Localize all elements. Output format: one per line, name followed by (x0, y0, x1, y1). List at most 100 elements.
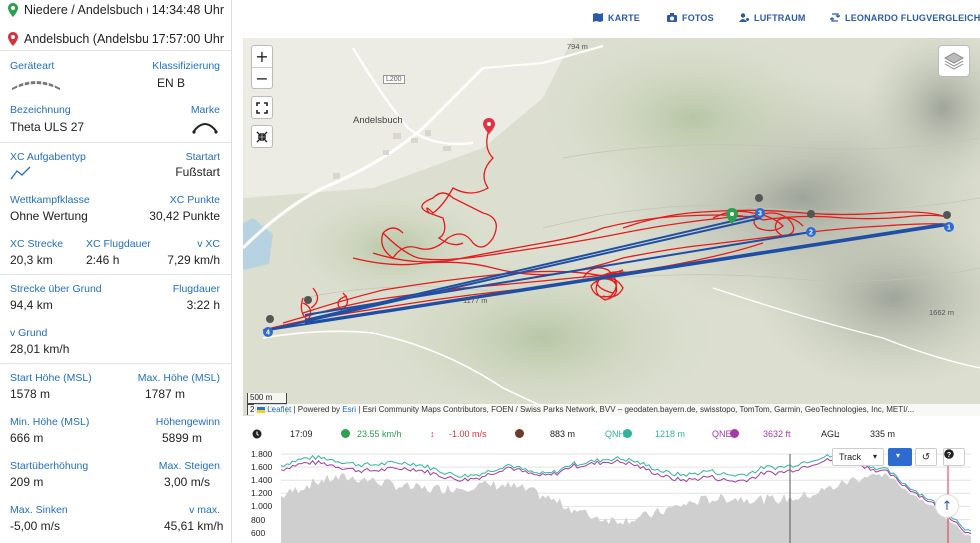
place-label-andelsbuch: Andelsbuch (353, 115, 403, 126)
spot-height-1662: 1662 m (929, 308, 955, 317)
tab-luftraum-label: LUFTRAUM (754, 13, 806, 23)
y-tick-label: 600 (251, 527, 266, 538)
clock-icon (252, 429, 262, 441)
aufgabentyp-label: XC Aufgabentyp (10, 151, 86, 163)
startart-label: Startart (185, 151, 220, 163)
xc-punkte-value: 30,42 Punkte (149, 209, 220, 223)
help-button[interactable]: ? (943, 448, 965, 466)
landing-time: 17:57:00 Uhr (151, 32, 224, 46)
flight-track-overlay: 1 2 3 4 (262, 118, 954, 337)
collapse-icon (252, 126, 272, 147)
agl-icon: ↕ (836, 429, 841, 439)
compare-icon (830, 13, 840, 22)
track-select[interactable]: Track ▾ (832, 448, 884, 466)
scroll-top-button[interactable]: ↑ (935, 494, 959, 518)
gps-track (262, 129, 949, 331)
track-dropdown-button[interactable]: ▾ (888, 448, 912, 466)
turnpoint-3[interactable] (755, 208, 765, 218)
flugdauer-value: 3:22 h (186, 298, 220, 312)
turnpoint-3-label: 3 (758, 211, 762, 218)
status-time: 17:09 (290, 429, 313, 439)
qne-value: 3632 ft (763, 429, 791, 439)
tab-fotos-label: FOTOS (682, 13, 714, 23)
xc-flugdauer-value: 2:46 h (86, 253, 120, 267)
min-hoehe-label: Min. Höhe (MSL) (10, 416, 90, 428)
leaflet-link[interactable]: Leaflet (267, 405, 292, 414)
tab-fotos[interactable]: FOTOS (667, 13, 714, 23)
xc-punkte-label: XC Punkte (169, 194, 220, 206)
altitude-icon (515, 429, 524, 439)
spot-height-794: 794 m (567, 42, 588, 51)
xc-strecke-label: XC Strecke (10, 238, 64, 250)
flight-map[interactable]: 1 2 3 4 Andelsbuch L200 794 m 1177 m 166 (243, 38, 980, 416)
altitude-profile-chart[interactable]: 1.800 1.600 1.400 1.200 1.000 800 600 Track ▾ … (243, 448, 980, 543)
vario-icon: ↕ (430, 429, 435, 439)
reset-zoom-button[interactable]: ↺ (915, 448, 937, 466)
status-altitude: 883 m (550, 429, 576, 439)
xc-strecke-value: 20,3 km (10, 253, 53, 267)
hoehengewinn-label: Höhengewinn (155, 416, 220, 428)
caret-down-icon: ▾ (896, 451, 901, 460)
thermal-markers (266, 194, 951, 323)
tab-leonardo[interactable]: LEONARDO FLUGVERGLEICH (830, 13, 980, 23)
zoom-out-button[interactable]: − (255, 69, 269, 88)
startueberhoehung-value: 209 m (10, 475, 44, 489)
takeoff-marker-icon[interactable] (726, 208, 738, 224)
attr-powered: | Powered by (293, 405, 341, 414)
y-tick-label: 1.800 (251, 449, 273, 459)
zoom-in-button[interactable]: + (255, 47, 269, 66)
vmax-label: v max. (189, 504, 220, 516)
landing-marker-icon[interactable] (483, 118, 495, 134)
svg-text:?: ? (947, 452, 951, 459)
max-sinken-value: -5,00 m/s (10, 519, 61, 533)
wettkampf-label: Wettkampfklasse (10, 194, 90, 206)
ground-section: Strecke über Grund 94,4 km Flugdauer 3:2… (0, 274, 231, 363)
xc-task-lines (267, 213, 949, 331)
turnpoint-1[interactable] (944, 222, 954, 232)
max-steigen-label: Max. Steigen (158, 460, 220, 472)
klassifizierung-value: EN B (157, 76, 186, 90)
track-status-bar: 17:09 23.55 km/h ↕ -1.00 m/s 883 m QNH 1… (243, 424, 980, 444)
v-xc-label: v XC (197, 238, 220, 250)
view-tabs: KARTE FOTOS LUFTRAUM LEONARDO FLUGVERGLE… (232, 0, 980, 38)
zoom-control: + − (251, 45, 273, 89)
turnpoint-2[interactable] (806, 227, 816, 237)
landing-waypoint[interactable]: Andelsbuch (Andelsbuch... 17:57:00 Uhr (8, 29, 224, 49)
status-vario: -1.00 m/s (449, 429, 487, 439)
layers-button[interactable] (938, 45, 970, 77)
scale-metric: 500 m (247, 393, 287, 404)
hoehengewinn-value: 5899 m (162, 431, 203, 445)
bezeichnung-value: Theta ULS 27 (10, 120, 85, 134)
map-icon (593, 13, 603, 22)
turnpoint-1-label: 1 (947, 225, 951, 232)
turnpoint-4-label: 4 (266, 330, 270, 337)
arrow-up-icon: ↑ (941, 498, 953, 514)
startueberhoehung-label: Startüberhöhung (10, 460, 89, 472)
y-tick-label: 1.600 (251, 462, 273, 473)
tab-karte[interactable]: KARTE (593, 13, 640, 23)
fullscreen-button[interactable] (251, 96, 273, 119)
tab-luftraum[interactable]: LUFTRAUM (739, 13, 806, 23)
y-tick-label: 1.000 (251, 501, 273, 512)
undo-icon: ↺ (921, 451, 931, 463)
altitude-section: Start Höhe (MSL) 1578 m Max. Höhe (MSL) … (0, 363, 231, 543)
turnpoint-4[interactable] (263, 327, 273, 337)
wettkampf-value: Ohne Wertung (10, 209, 88, 223)
y-tick-label: 800 (251, 514, 266, 525)
fullscreen-icon (252, 97, 272, 118)
start-hoehe-value: 1578 m (10, 387, 51, 401)
vmax-value: 45,61 km/h (164, 519, 224, 533)
speed-icon (341, 429, 350, 439)
takeoff-waypoint[interactable]: Niedere / Andelsbuch (V... 14:34:48 Uhr (8, 0, 224, 20)
esri-link[interactable]: Esri (342, 405, 357, 414)
landing-pin-icon (8, 32, 18, 46)
help-icon: ? (944, 449, 954, 459)
airspace-icon (739, 13, 749, 22)
qnh-value: 1218 m (655, 429, 686, 439)
qne-icon (730, 429, 739, 439)
free-flight-icon (10, 166, 31, 180)
attr-rest: | Esri Community Maps Contributors, FOEN… (358, 405, 915, 414)
fit-bounds-button[interactable] (251, 125, 273, 148)
flugdauer-label: Flugdauer (172, 283, 220, 295)
v-grund-value: 28,01 km/h (10, 342, 70, 356)
